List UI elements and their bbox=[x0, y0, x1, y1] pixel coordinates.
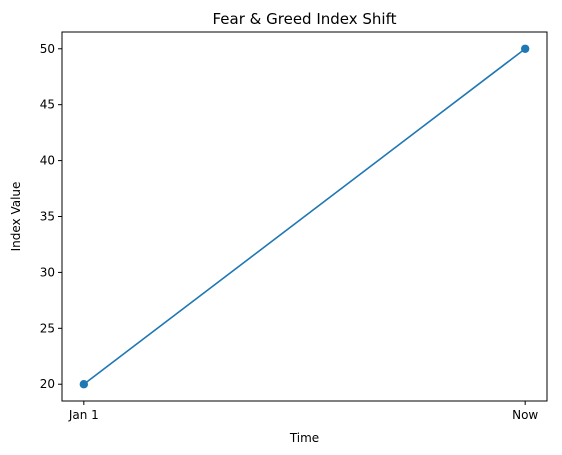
y-tick-label: 50 bbox=[40, 42, 55, 56]
y-tick-label: 35 bbox=[40, 210, 55, 224]
y-tick-label: 30 bbox=[40, 265, 55, 279]
x-axis-label: Time bbox=[289, 431, 319, 445]
series-line bbox=[83, 48, 526, 385]
chart-title: Fear & Greed Index Shift bbox=[213, 10, 397, 28]
y-tick-label: 25 bbox=[40, 321, 55, 335]
y-tick-label: 45 bbox=[40, 98, 55, 112]
data-point bbox=[79, 380, 89, 389]
x-tick-label: Now bbox=[512, 408, 538, 422]
y-axis-ticks: 20 25 30 35 40 45 50 bbox=[40, 42, 62, 391]
x-tick-label: Jan 1 bbox=[68, 408, 99, 422]
x-axis-ticks: Jan 1 Now bbox=[68, 401, 538, 422]
y-tick-label: 40 bbox=[40, 154, 55, 168]
series-layer bbox=[79, 44, 530, 389]
data-point bbox=[520, 44, 530, 53]
y-tick-label: 20 bbox=[40, 377, 55, 391]
plot-area-frame bbox=[61, 31, 548, 402]
y-axis-label: Index Value bbox=[9, 182, 23, 252]
